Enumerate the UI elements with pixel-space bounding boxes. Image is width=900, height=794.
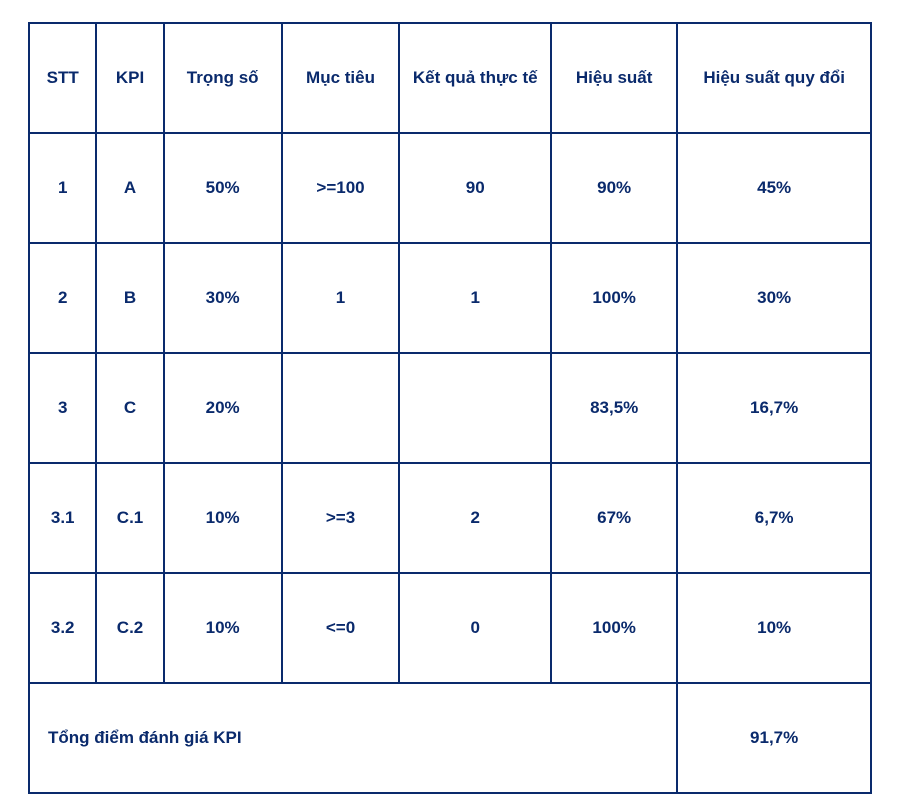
cell-hieu-suat: 100% — [551, 243, 677, 353]
table-row: 3.2 C.2 10% <=0 0 100% 10% — [29, 573, 871, 683]
cell-quy-doi: 30% — [677, 243, 871, 353]
cell-muc-tieu: <=0 — [282, 573, 400, 683]
col-header-trong-so: Trọng số — [164, 23, 282, 133]
table-row: 3.1 C.1 10% >=3 2 67% 6,7% — [29, 463, 871, 573]
cell-ket-qua — [399, 353, 551, 463]
col-header-muc-tieu: Mục tiêu — [282, 23, 400, 133]
cell-quy-doi: 6,7% — [677, 463, 871, 573]
col-header-ket-qua: Kết quả thực tế — [399, 23, 551, 133]
cell-quy-doi: 16,7% — [677, 353, 871, 463]
cell-kpi: B — [96, 243, 163, 353]
cell-muc-tieu: >=100 — [282, 133, 400, 243]
footer-label: Tổng điểm đánh giá KPI — [29, 683, 677, 793]
col-header-hieu-suat: Hiệu suất — [551, 23, 677, 133]
table-header-row: STT KPI Trọng số Mục tiêu Kết quả thực t… — [29, 23, 871, 133]
cell-kpi: A — [96, 133, 163, 243]
table-row: 2 B 30% 1 1 100% 30% — [29, 243, 871, 353]
cell-trong-so: 30% — [164, 243, 282, 353]
cell-stt: 3.2 — [29, 573, 96, 683]
cell-quy-doi: 45% — [677, 133, 871, 243]
table-row: 1 A 50% >=100 90 90% 45% — [29, 133, 871, 243]
cell-trong-so: 50% — [164, 133, 282, 243]
cell-hieu-suat: 90% — [551, 133, 677, 243]
cell-hieu-suat: 100% — [551, 573, 677, 683]
footer-value: 91,7% — [677, 683, 871, 793]
cell-kpi: C — [96, 353, 163, 463]
cell-ket-qua: 1 — [399, 243, 551, 353]
col-header-stt: STT — [29, 23, 96, 133]
cell-stt: 1 — [29, 133, 96, 243]
cell-muc-tieu — [282, 353, 400, 463]
cell-ket-qua: 90 — [399, 133, 551, 243]
cell-trong-so: 10% — [164, 573, 282, 683]
cell-quy-doi: 10% — [677, 573, 871, 683]
kpi-table: STT KPI Trọng số Mục tiêu Kết quả thực t… — [28, 22, 872, 794]
cell-stt: 2 — [29, 243, 96, 353]
cell-muc-tieu: 1 — [282, 243, 400, 353]
col-header-quy-doi: Hiệu suất quy đổi — [677, 23, 871, 133]
cell-trong-so: 20% — [164, 353, 282, 463]
cell-stt: 3.1 — [29, 463, 96, 573]
cell-hieu-suat: 67% — [551, 463, 677, 573]
cell-muc-tieu: >=3 — [282, 463, 400, 573]
cell-ket-qua: 0 — [399, 573, 551, 683]
table-row: 3 C 20% 83,5% 16,7% — [29, 353, 871, 463]
table-footer-row: Tổng điểm đánh giá KPI 91,7% — [29, 683, 871, 793]
cell-kpi: C.2 — [96, 573, 163, 683]
cell-stt: 3 — [29, 353, 96, 463]
cell-ket-qua: 2 — [399, 463, 551, 573]
cell-hieu-suat: 83,5% — [551, 353, 677, 463]
col-header-kpi: KPI — [96, 23, 163, 133]
cell-trong-so: 10% — [164, 463, 282, 573]
kpi-page: STT KPI Trọng số Mục tiêu Kết quả thực t… — [0, 0, 900, 788]
cell-kpi: C.1 — [96, 463, 163, 573]
